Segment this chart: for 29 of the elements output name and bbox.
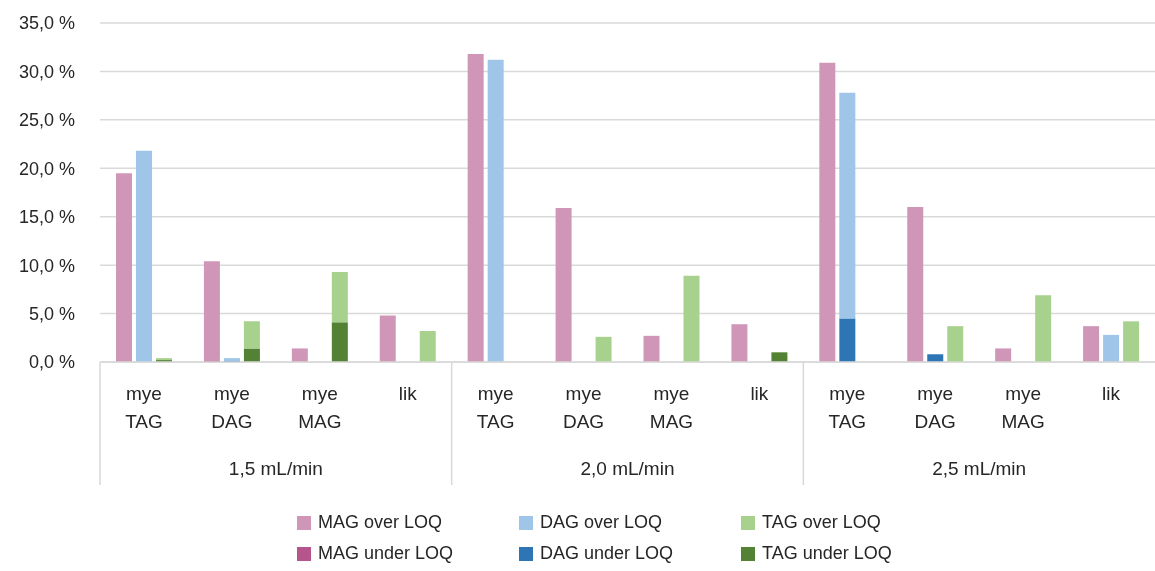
text: 2,0 mL/min xyxy=(580,458,675,479)
y-tick-label: 15,0 % xyxy=(18,207,75,228)
x-tick-label: mye MAG xyxy=(1001,383,1045,432)
x-tick-label: mye TAG xyxy=(828,383,867,432)
legend-label: MAG under LOQ xyxy=(318,543,454,564)
legend-label: TAG over LOQ xyxy=(762,512,881,533)
x-tick-label: mye DAG xyxy=(211,383,253,432)
x-tick-label: lik xyxy=(1102,383,1121,404)
y-tick-label: 30,0 % xyxy=(18,61,75,82)
legend-label: DAG over LOQ xyxy=(540,512,663,533)
text: 2,5 mL/min xyxy=(932,458,1027,479)
legend-label: MAG over LOQ xyxy=(318,512,443,533)
y-tick-label: 5,0 % xyxy=(28,303,75,324)
x-tick-label: mye TAG xyxy=(125,383,163,432)
x-tick-label: mye TAG xyxy=(476,383,515,432)
y-tick-label: 35,0 % xyxy=(18,13,75,34)
y-tick-label: 10,0 % xyxy=(18,255,75,276)
y-tick-label: 0,0 % xyxy=(28,352,75,373)
x-tick-label: mye MAG xyxy=(298,383,342,432)
x-tick-label: lik xyxy=(398,383,418,404)
x-tick-label: mye DAG xyxy=(562,383,605,432)
legend-label: DAG under LOQ xyxy=(540,543,674,564)
text: 1,5 mL/min xyxy=(228,458,323,479)
y-tick-label: 20,0 % xyxy=(18,158,75,179)
x-tick-label: mye MAG xyxy=(649,383,694,432)
x-tick-label: mye DAG xyxy=(914,383,956,432)
legend-label: TAG under LOQ xyxy=(762,543,892,564)
y-tick-label: 25,0 % xyxy=(18,110,75,131)
x-tick-label: lik xyxy=(750,383,769,404)
